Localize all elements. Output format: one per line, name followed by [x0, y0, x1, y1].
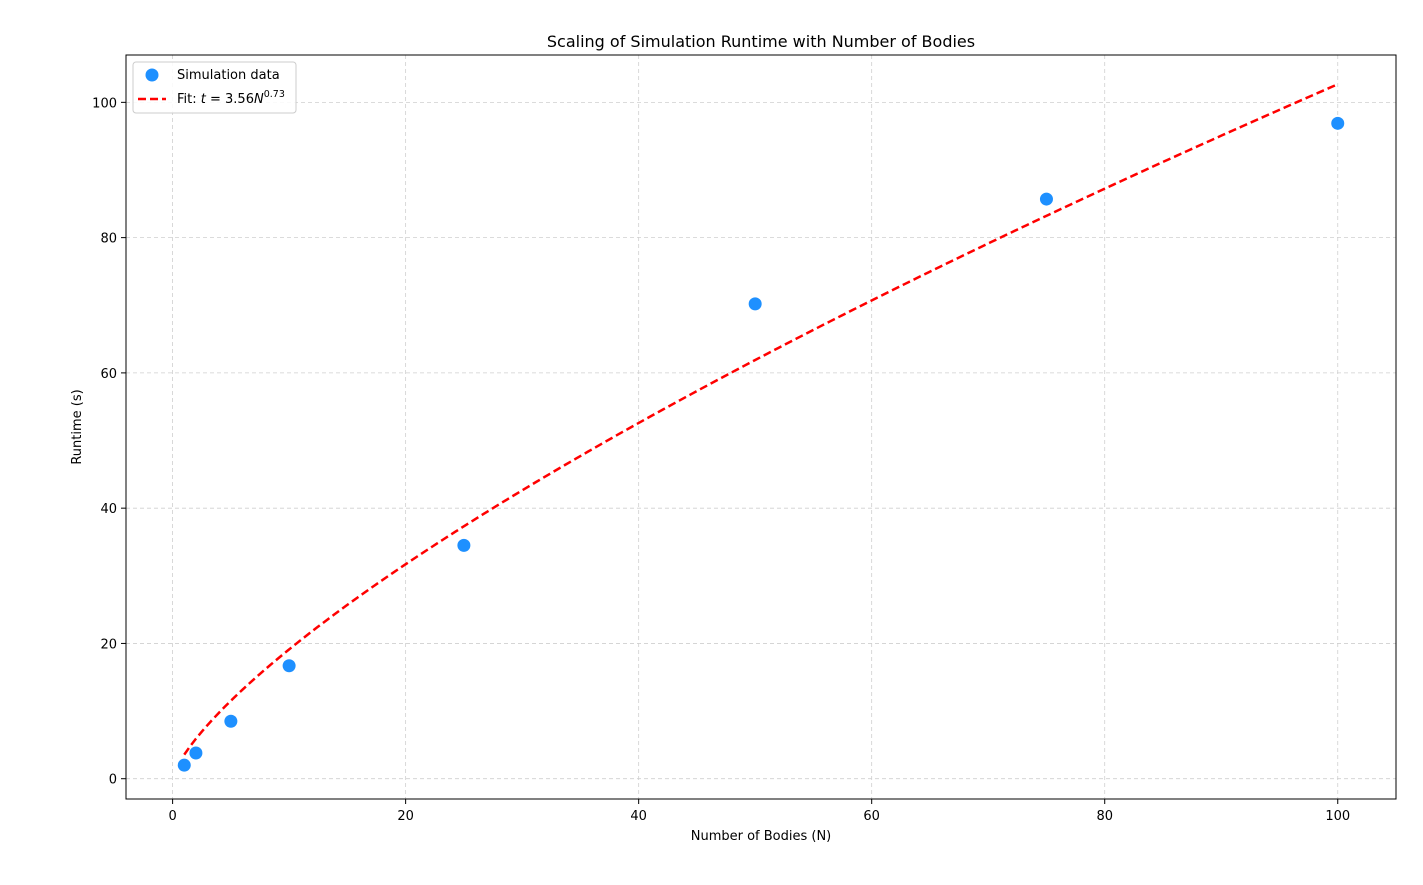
fit-curve-layer [183, 83, 1339, 756]
x-tick-label: 100 [1325, 809, 1350, 824]
data-point [189, 746, 203, 760]
axis-ticks: 0 20 40 60 80 100 0 20 40 60 80 100 [92, 96, 1350, 824]
y-axis-label: Runtime (s) [70, 389, 85, 464]
data-point [177, 758, 191, 772]
fit-curve [183, 83, 1339, 756]
y-tick-label: 80 [100, 232, 117, 247]
legend-scatter-marker [145, 68, 159, 82]
y-tick-label: 40 [100, 502, 117, 517]
x-tick-label: 20 [397, 809, 414, 824]
grid-lines [126, 55, 1396, 799]
legend-fit-label: Fit: t = 3.56N0.73 [177, 89, 285, 107]
data-point [282, 659, 296, 673]
y-tick-label: 20 [100, 637, 117, 652]
y-tick-label: 100 [92, 96, 117, 111]
legend-fit-prefix: Fit: [177, 92, 201, 107]
y-tick-label: 0 [109, 773, 117, 788]
x-tick-label: 60 [863, 809, 880, 824]
legend-fit-t: t [201, 92, 207, 107]
data-point [1331, 116, 1345, 130]
y-tick-label: 60 [100, 367, 117, 382]
legend-box [132, 61, 297, 114]
legend: Simulation data Fit: t = 3.56N0.73 [132, 61, 297, 114]
legend-fit-N: N [254, 92, 264, 107]
legend-scatter-label: Simulation data [177, 68, 280, 83]
legend-fit-exponent: 0.73 [264, 89, 285, 100]
x-tick-label: 80 [1096, 809, 1113, 824]
data-point [1039, 192, 1053, 206]
data-points-layer [177, 116, 1345, 772]
x-tick-label: 40 [630, 809, 647, 824]
x-tick-label: 0 [168, 809, 176, 824]
chart-title: Scaling of Simulation Runtime with Numbe… [547, 32, 975, 51]
data-point [224, 714, 238, 728]
x-axis-label: Number of Bodies (N) [691, 829, 832, 844]
data-point [748, 297, 762, 311]
legend-fit-equation: = 3.56 [206, 92, 254, 107]
data-point [457, 538, 471, 552]
plot-area-frame [125, 54, 1397, 800]
